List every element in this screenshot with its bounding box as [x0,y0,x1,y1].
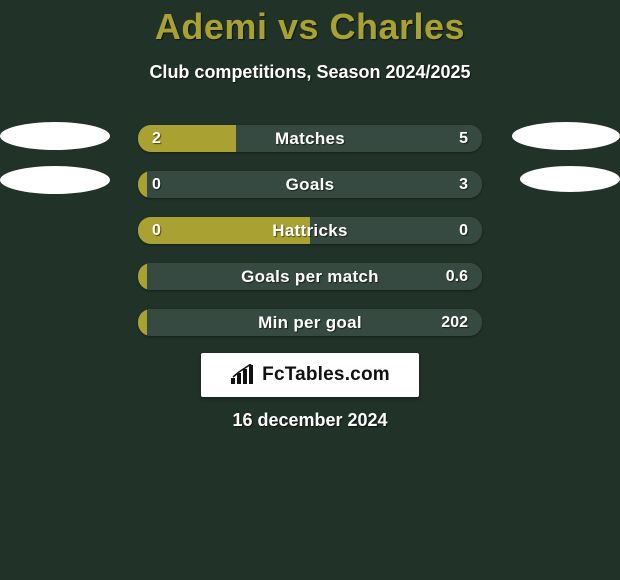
stat-label: Goals per match [138,263,482,290]
stat-value-right: 5 [459,125,468,152]
player-badge [520,166,620,192]
stat-value-right: 0 [459,217,468,244]
stat-label: Hattricks [138,217,482,244]
stat-label: Goals [138,171,482,198]
player-badge [0,122,110,150]
bar-chart-icon [230,364,256,386]
left-player-badges [0,122,120,194]
stat-value-right: 0.6 [446,263,468,290]
brand-box: FcTables.com [201,353,419,397]
stat-bar: Goals0 3 [138,171,482,198]
stat-label: Matches [138,125,482,152]
stat-label: Min per goal [138,309,482,336]
page-title: Ademi vs Charles [0,0,620,48]
stat-value-right: 3 [459,171,468,198]
stat-bar: Min per goal202 [138,309,482,336]
stat-bar: Hattricks0 0 [138,217,482,244]
stat-value-right: 202 [441,309,468,336]
stat-value-left: 2 [152,125,161,152]
date-label: 16 december 2024 [0,410,620,431]
player-badge [512,122,620,150]
brand-text: FcTables.com [262,364,390,386]
stat-bar: Goals per match0.6 [138,263,482,290]
stat-value-left: 0 [152,217,161,244]
stat-bar: Matches2 5 [138,125,482,152]
stat-value-left: 0 [152,171,161,198]
right-player-badges [500,122,620,192]
subtitle: Club competitions, Season 2024/2025 [0,62,620,83]
player-badge [0,166,110,194]
comparison-card: Ademi vs Charles Club competitions, Seas… [0,0,620,580]
stat-bars: Matches25Goals03Hattricks00Goals per mat… [138,125,482,336]
